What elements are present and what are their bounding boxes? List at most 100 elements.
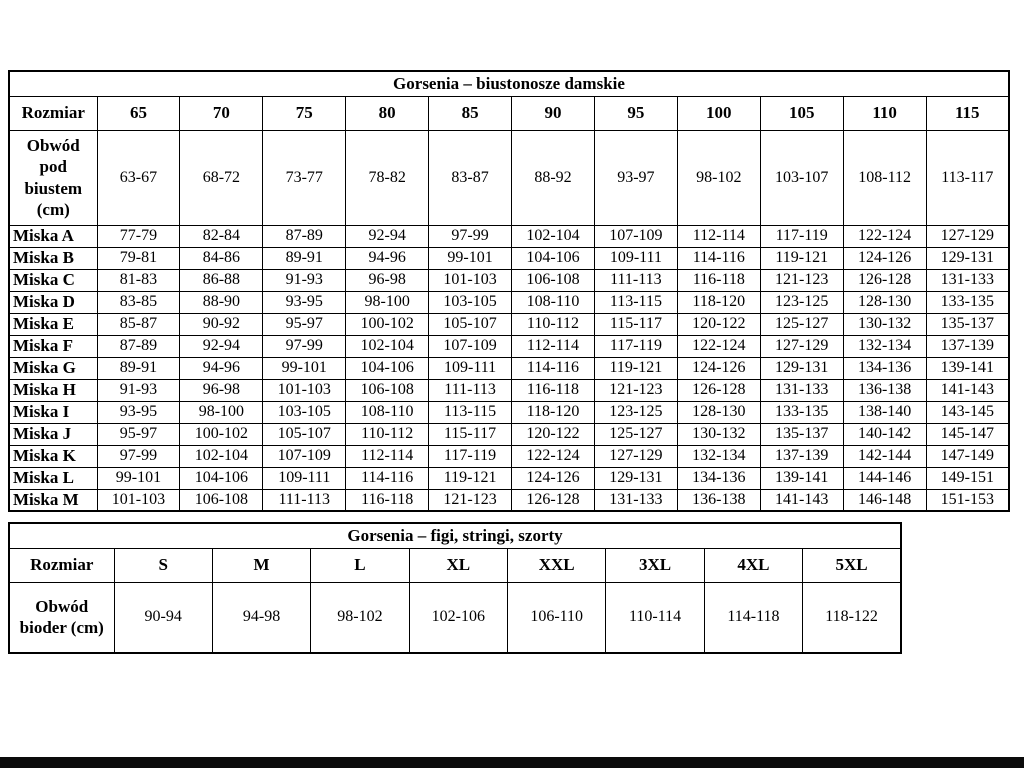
size-range-cell: 133-135 xyxy=(759,400,844,424)
size-range-cell: 123-125 xyxy=(593,400,678,424)
size-range-cell: 73-77 xyxy=(262,129,347,226)
size-range-cell: 124-126 xyxy=(511,466,595,490)
size-range-cell: 144-146 xyxy=(842,466,927,490)
size-range-cell: 92-94 xyxy=(179,334,264,358)
size-header-row: Rozmiar S M L XL XXL 3XL 4XL 5XL xyxy=(8,547,902,583)
size-range-cell: 86-88 xyxy=(179,268,264,292)
size-range-cell: 106-110 xyxy=(506,581,607,654)
size-range-cell: 90-94 xyxy=(113,581,213,654)
size-range-cell: 118-122 xyxy=(802,581,902,654)
size-column-header: 115 xyxy=(925,95,1010,131)
size-range-cell: 88-92 xyxy=(511,129,595,226)
table-row: Miska K 97-99 102-104 107-109 112-114 117-119… xyxy=(8,444,1010,468)
size-range-cell: 126-128 xyxy=(842,268,927,292)
size-range-cell: 103-105 xyxy=(428,290,513,314)
size-range-cell: 68-72 xyxy=(179,129,264,226)
size-range-cell: 100-102 xyxy=(179,422,264,446)
size-range-cell: 103-107 xyxy=(759,129,844,226)
size-range-cell: 127-129 xyxy=(759,334,844,358)
size-range-cell: 149-151 xyxy=(925,466,1010,490)
size-column-header: 110 xyxy=(842,95,927,131)
table-row: Obwód pod biustem (cm) 63-67 68-72 73-77 78-… xyxy=(8,129,1010,226)
size-range-cell: 131-133 xyxy=(759,378,844,402)
size-range-cell: 82-84 xyxy=(179,224,264,248)
size-range-cell: 140-142 xyxy=(842,422,927,446)
table-row: Miska I 93-95 98-100 103-105 108-110 113-115 1… xyxy=(8,400,1010,424)
size-range-cell: 122-124 xyxy=(842,224,927,248)
size-range-cell: 114-118 xyxy=(703,581,804,654)
row-label: Miska E xyxy=(8,312,98,336)
size-range-cell: 141-143 xyxy=(925,378,1010,402)
size-charts-page: Gorsenia – biustonosze damskie Rozmiar 65… xyxy=(8,70,1010,654)
row-label: Miska B xyxy=(8,246,98,270)
size-range-cell: 109-111 xyxy=(428,356,513,380)
table-title-row: Gorsenia – figi, stringi, szorty xyxy=(8,522,902,549)
size-column-header: 100 xyxy=(676,95,761,131)
size-range-cell: 139-141 xyxy=(759,466,844,490)
size-range-cell: 94-96 xyxy=(345,246,430,270)
size-range-cell: 106-108 xyxy=(511,268,595,292)
size-range-cell: 93-95 xyxy=(262,290,347,314)
size-column-header: 95 xyxy=(593,95,678,131)
row-label: Miska M xyxy=(8,488,98,512)
row-label: Miska A xyxy=(8,224,98,248)
row-label: Obwód pod biustem (cm) xyxy=(8,129,98,226)
size-range-cell: 127-129 xyxy=(925,224,1010,248)
size-range-cell: 128-130 xyxy=(676,400,761,424)
size-range-cell: 91-93 xyxy=(262,268,347,292)
rozmiar-header: Rozmiar xyxy=(8,95,98,131)
size-range-cell: 85-87 xyxy=(96,312,181,336)
size-range-cell: 119-121 xyxy=(428,466,513,490)
size-range-cell: 121-123 xyxy=(593,378,678,402)
size-range-cell: 146-148 xyxy=(842,488,927,512)
size-range-cell: 118-120 xyxy=(511,400,595,424)
size-range-cell: 112-114 xyxy=(676,224,761,248)
table-row: Miska J 95-97 100-102 105-107 110-112 115-117… xyxy=(8,422,1010,446)
size-range-cell: 108-110 xyxy=(511,290,595,314)
row-label: Miska J xyxy=(8,422,98,446)
size-range-cell: 89-91 xyxy=(96,356,181,380)
size-range-cell: 136-138 xyxy=(842,378,927,402)
size-range-cell: 114-116 xyxy=(345,466,430,490)
size-range-cell: 122-124 xyxy=(511,444,595,468)
table-row: Miska E 85-87 90-92 95-97 100-102 105-107 110-… xyxy=(8,312,1010,336)
size-range-cell: 99-101 xyxy=(262,356,347,380)
table-row: Miska D 83-85 88-90 93-95 98-100 103-105 108-1… xyxy=(8,290,1010,314)
size-range-cell: 109-111 xyxy=(262,466,347,490)
size-range-cell: 101-103 xyxy=(262,378,347,402)
size-column-header: 85 xyxy=(428,95,513,131)
size-range-cell: 135-137 xyxy=(759,422,844,446)
size-range-cell: 125-127 xyxy=(593,422,678,446)
table-row: Miska H 91-93 96-98 101-103 106-108 111-113 11… xyxy=(8,378,1010,402)
size-range-cell: 120-122 xyxy=(511,422,595,446)
size-range-cell: 124-126 xyxy=(676,356,761,380)
table-row: Miska L 99-101 104-106 109-111 114-116 119-12… xyxy=(8,466,1010,490)
size-range-cell: 98-100 xyxy=(179,400,264,424)
size-range-cell: 136-138 xyxy=(676,488,761,512)
size-column-header: 3XL xyxy=(605,547,705,583)
size-range-cell: 106-108 xyxy=(345,378,430,402)
size-range-cell: 102-104 xyxy=(345,334,430,358)
size-range-cell: 104-106 xyxy=(345,356,430,380)
size-column-header: L xyxy=(310,547,410,583)
size-range-cell: 138-140 xyxy=(842,400,927,424)
size-range-cell: 111-113 xyxy=(262,488,347,512)
size-column-header: M xyxy=(211,547,312,583)
size-range-cell: 134-136 xyxy=(676,466,761,490)
size-range-cell: 84-86 xyxy=(179,246,264,270)
size-range-cell: 126-128 xyxy=(511,488,595,512)
size-range-cell: 116-118 xyxy=(511,378,595,402)
panties-size-table: Gorsenia – figi, stringi, szorty Rozmiar… xyxy=(8,522,902,654)
size-range-cell: 128-130 xyxy=(842,290,927,314)
size-column-header: 5XL xyxy=(802,547,902,583)
size-range-cell: 109-111 xyxy=(593,246,678,270)
table-row: Miska B 79-81 84-86 89-91 94-96 99-101 104-106… xyxy=(8,246,1010,270)
size-range-cell: 145-147 xyxy=(925,422,1010,446)
size-range-cell: 108-112 xyxy=(842,129,927,226)
size-range-cell: 137-139 xyxy=(925,334,1010,358)
size-range-cell: 131-133 xyxy=(593,488,678,512)
size-range-cell: 132-134 xyxy=(842,334,927,358)
size-range-cell: 117-119 xyxy=(593,334,678,358)
size-range-cell: 107-109 xyxy=(428,334,513,358)
table-row: Miska G 89-91 94-96 99-101 104-106 109-111 114… xyxy=(8,356,1010,380)
